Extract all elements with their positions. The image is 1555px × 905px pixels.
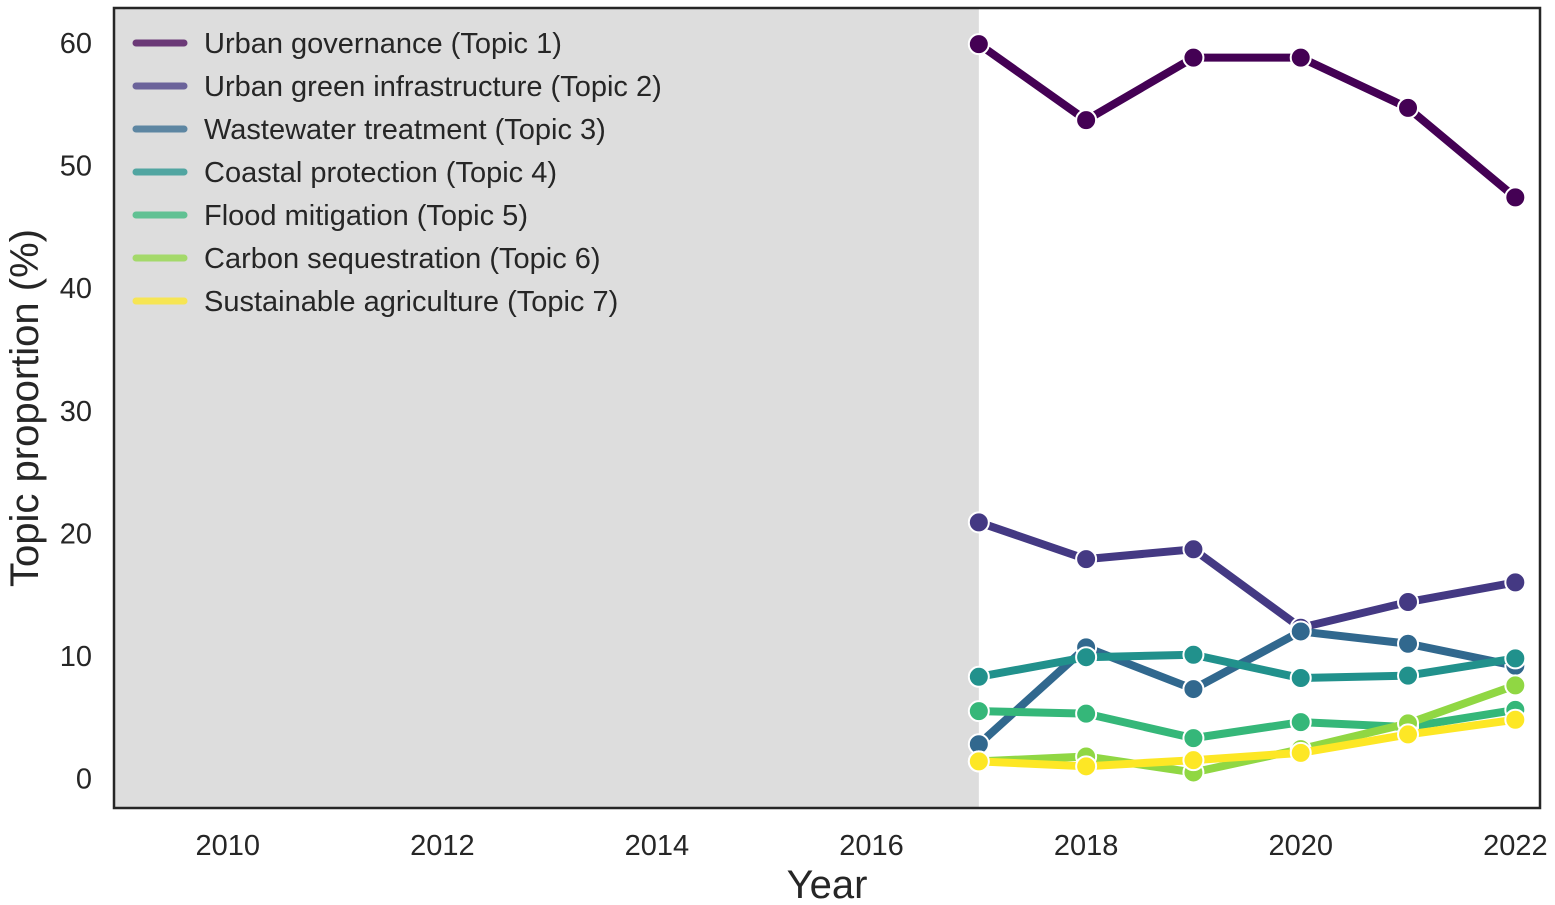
legend-item: Urban green infrastructure (Topic 2) [132,71,662,103]
data-point [967,511,990,534]
data-point [1182,538,1205,561]
shaded-region [114,8,979,808]
legend-label: Coastal protection (Topic 4) [204,157,557,189]
series-5 [967,698,1527,750]
data-point [1289,741,1312,764]
legend-label: Flood mitigation (Topic 5) [204,200,528,232]
legend-item: Carbon sequestration (Topic 6) [132,243,601,275]
plot-frame [112,6,1542,810]
legend-item: Sustainable agriculture (Topic 7) [132,286,618,318]
x-tick-label: 2014 [625,830,690,862]
x-tick-label: 2020 [1268,830,1333,862]
y-tick-label: 40 [60,273,92,305]
data-point [1504,674,1527,697]
data-point [1504,708,1527,731]
series-line [974,715,1520,771]
legend-label: Carbon sequestration (Topic 6) [204,243,601,275]
data-point [1289,620,1312,643]
data-point [1289,711,1312,734]
y-tick-label: 0 [76,764,92,796]
legend-label: Urban governance (Topic 1) [204,28,562,60]
data-point [1182,727,1205,750]
data-point [1075,702,1098,725]
series-2 [967,511,1527,639]
legend-item: Flood mitigation (Topic 5) [132,200,528,232]
data-point [1397,632,1420,655]
x-tick-label: 2022 [1483,830,1548,862]
legend-item: Wastewater treatment (Topic 3) [132,114,606,146]
series-line [974,40,1520,202]
y-tick-label: 10 [60,641,92,673]
y-tick-label: 50 [60,151,92,183]
y-axis: 0 10 20 30 40 50 60 [60,28,92,796]
legend: Urban governance (Topic 1) Urban green in… [132,28,662,318]
legend-label: Wastewater treatment (Topic 3) [204,114,606,146]
data-point [1504,186,1527,209]
data-point [967,665,990,688]
data-point [967,700,990,723]
data-point [967,33,990,56]
x-tick-label: 2018 [1054,830,1119,862]
legend-item: Urban governance (Topic 1) [132,28,562,60]
x-tick-label: 2010 [195,830,260,862]
data-point [1182,643,1205,666]
series-line [974,650,1520,683]
y-tick-label: 60 [60,28,92,60]
y-tick-label: 30 [60,396,92,428]
data-point [1075,755,1098,778]
data-point [1289,667,1312,690]
data-point [1289,46,1312,69]
legend-label: Sustainable agriculture (Topic 7) [204,286,618,318]
series-7 [967,708,1527,778]
data-point [1397,591,1420,614]
x-axis: 2010 2012 2014 2016 2018 2020 2022 [195,830,1547,862]
data-point [1075,109,1098,132]
data-point [1397,664,1420,687]
y-axis-label: Topic proportion (%) [3,229,47,587]
data-point [967,750,990,773]
data-point [1182,46,1205,69]
legend-label: Urban green infrastructure (Topic 2) [204,71,662,103]
series-layer [967,33,1527,784]
x-tick-label: 2012 [410,830,475,862]
series-line [974,705,1520,743]
data-point [1397,96,1420,119]
data-point [1504,571,1527,594]
x-tick-label: 2016 [839,830,904,862]
legend-item: Coastal protection (Topic 4) [132,157,557,189]
y-tick-label: 20 [60,518,92,550]
x-axis-label: Year [787,863,868,905]
data-point [1075,548,1098,571]
data-point [1397,723,1420,746]
data-point [1075,646,1098,669]
series-line [974,681,1520,777]
series-line [974,518,1520,632]
series-3 [967,620,1527,756]
series-4 [967,643,1527,690]
data-point [1504,647,1527,670]
data-point [1182,678,1205,701]
data-point [1182,749,1205,772]
series-1 [967,33,1527,209]
